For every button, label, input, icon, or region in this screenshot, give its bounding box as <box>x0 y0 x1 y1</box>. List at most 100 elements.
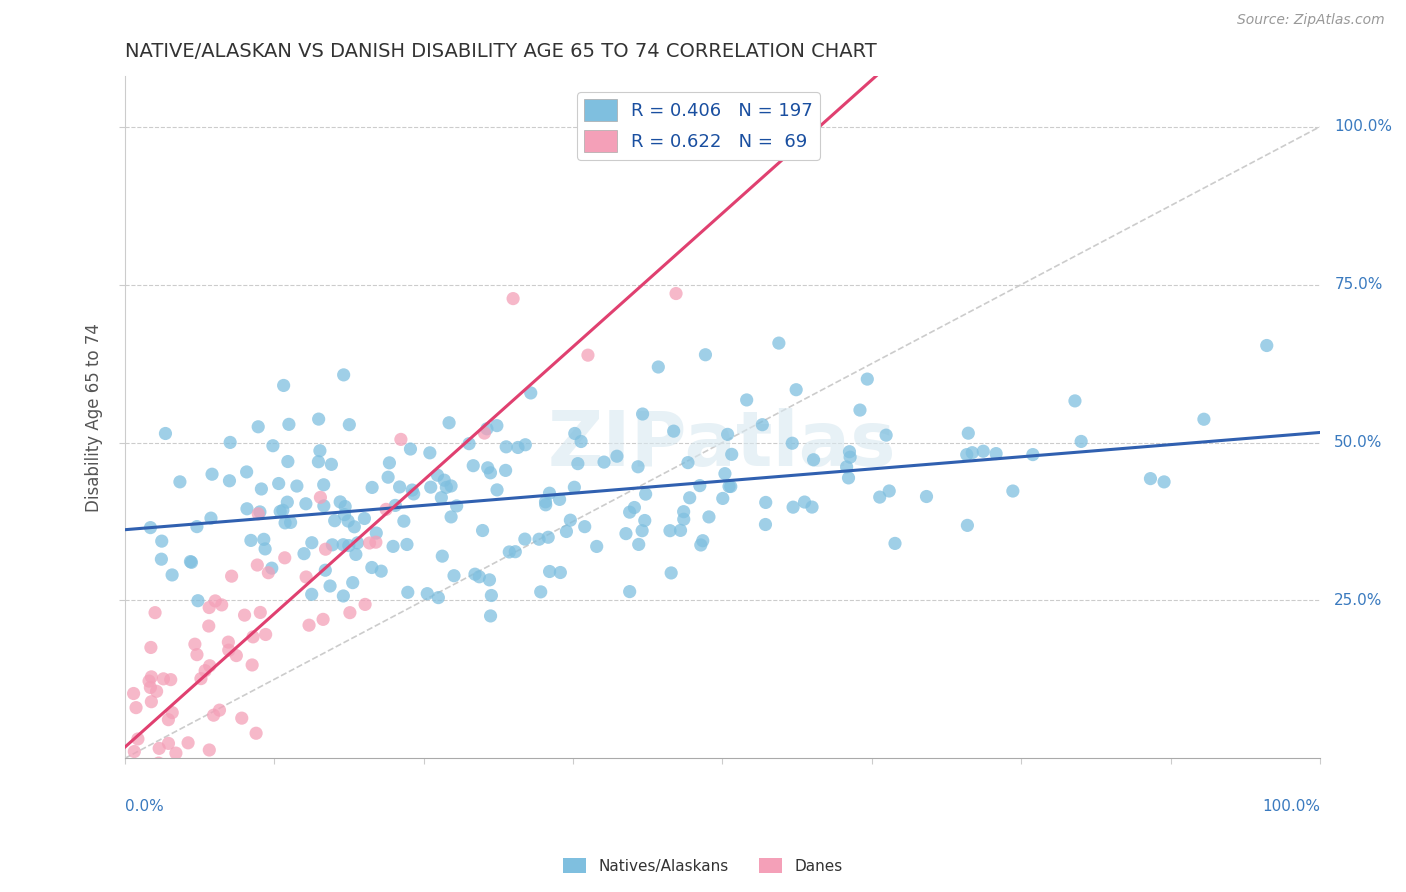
Point <box>659 566 682 580</box>
Point <box>323 514 346 528</box>
Point <box>538 565 561 579</box>
Point <box>399 442 422 456</box>
Point <box>246 558 269 572</box>
Point <box>218 474 240 488</box>
Point <box>458 436 481 450</box>
Point <box>513 532 536 546</box>
Point <box>337 417 360 432</box>
Point <box>169 475 191 489</box>
Point <box>1256 338 1278 352</box>
Point <box>463 458 485 473</box>
Point <box>426 468 449 483</box>
Point <box>689 538 711 552</box>
Point <box>479 609 502 624</box>
Point <box>1001 483 1024 498</box>
Point <box>301 587 323 601</box>
Point <box>1070 434 1092 449</box>
Point <box>370 564 392 578</box>
Point <box>479 466 502 480</box>
Point <box>720 447 742 461</box>
Point <box>148 741 170 756</box>
Point <box>146 783 169 797</box>
Point <box>148 756 170 771</box>
Point <box>155 426 177 441</box>
Point <box>433 473 456 487</box>
Point <box>474 426 496 441</box>
Point <box>479 589 502 603</box>
Point <box>249 606 271 620</box>
Point <box>1192 412 1215 426</box>
Point <box>875 428 897 442</box>
Point <box>179 555 201 569</box>
Point <box>312 477 335 491</box>
Point <box>332 589 354 603</box>
Point <box>468 570 491 584</box>
Point <box>160 706 183 720</box>
Text: 25.0%: 25.0% <box>1334 593 1382 608</box>
Point <box>576 348 599 362</box>
Point <box>495 463 517 477</box>
Point <box>240 657 263 672</box>
Legend: R = 0.406   N = 197, R = 0.622   N =  69: R = 0.406 N = 197, R = 0.622 N = 69 <box>576 92 820 160</box>
Point <box>378 456 401 470</box>
Point <box>269 504 291 518</box>
Point <box>309 443 332 458</box>
Point <box>314 563 336 577</box>
Point <box>145 684 167 698</box>
Point <box>301 535 323 549</box>
Point <box>254 627 277 641</box>
Point <box>139 762 162 776</box>
Point <box>527 533 550 547</box>
Point <box>627 537 650 551</box>
Point <box>339 606 361 620</box>
Point <box>396 585 419 599</box>
Point <box>835 459 858 474</box>
Text: 75.0%: 75.0% <box>1334 277 1382 293</box>
Point <box>177 736 200 750</box>
Point <box>1064 393 1087 408</box>
Point <box>247 419 270 434</box>
Point <box>755 495 778 509</box>
Point <box>295 497 318 511</box>
Point <box>972 444 994 458</box>
Point <box>801 500 824 514</box>
Point <box>392 514 415 528</box>
Point <box>202 708 225 723</box>
Point <box>344 548 367 562</box>
Point <box>307 455 329 469</box>
Point <box>754 517 776 532</box>
Point <box>550 566 572 580</box>
Point <box>343 520 366 534</box>
Point <box>218 643 240 657</box>
Point <box>295 570 318 584</box>
Point <box>672 505 695 519</box>
Point <box>125 700 148 714</box>
Point <box>477 460 499 475</box>
Point <box>395 537 418 551</box>
Point <box>277 454 299 468</box>
Point <box>695 348 717 362</box>
Point <box>782 500 804 515</box>
Point <box>274 550 297 565</box>
Point <box>141 670 163 684</box>
Point <box>647 359 669 374</box>
Point <box>136 781 159 796</box>
Point <box>200 511 222 525</box>
Point <box>194 664 217 678</box>
Point <box>515 438 537 452</box>
Point <box>689 478 711 492</box>
Point <box>669 524 692 538</box>
Point <box>377 470 399 484</box>
Point <box>623 500 645 515</box>
Point <box>157 713 180 727</box>
Point <box>285 479 308 493</box>
Point <box>478 573 501 587</box>
Point <box>389 433 412 447</box>
Point <box>585 540 607 554</box>
Point <box>150 534 173 549</box>
Point <box>679 491 702 505</box>
Point <box>537 530 560 544</box>
Point <box>548 492 571 507</box>
Point <box>257 566 280 580</box>
Point <box>720 479 742 493</box>
